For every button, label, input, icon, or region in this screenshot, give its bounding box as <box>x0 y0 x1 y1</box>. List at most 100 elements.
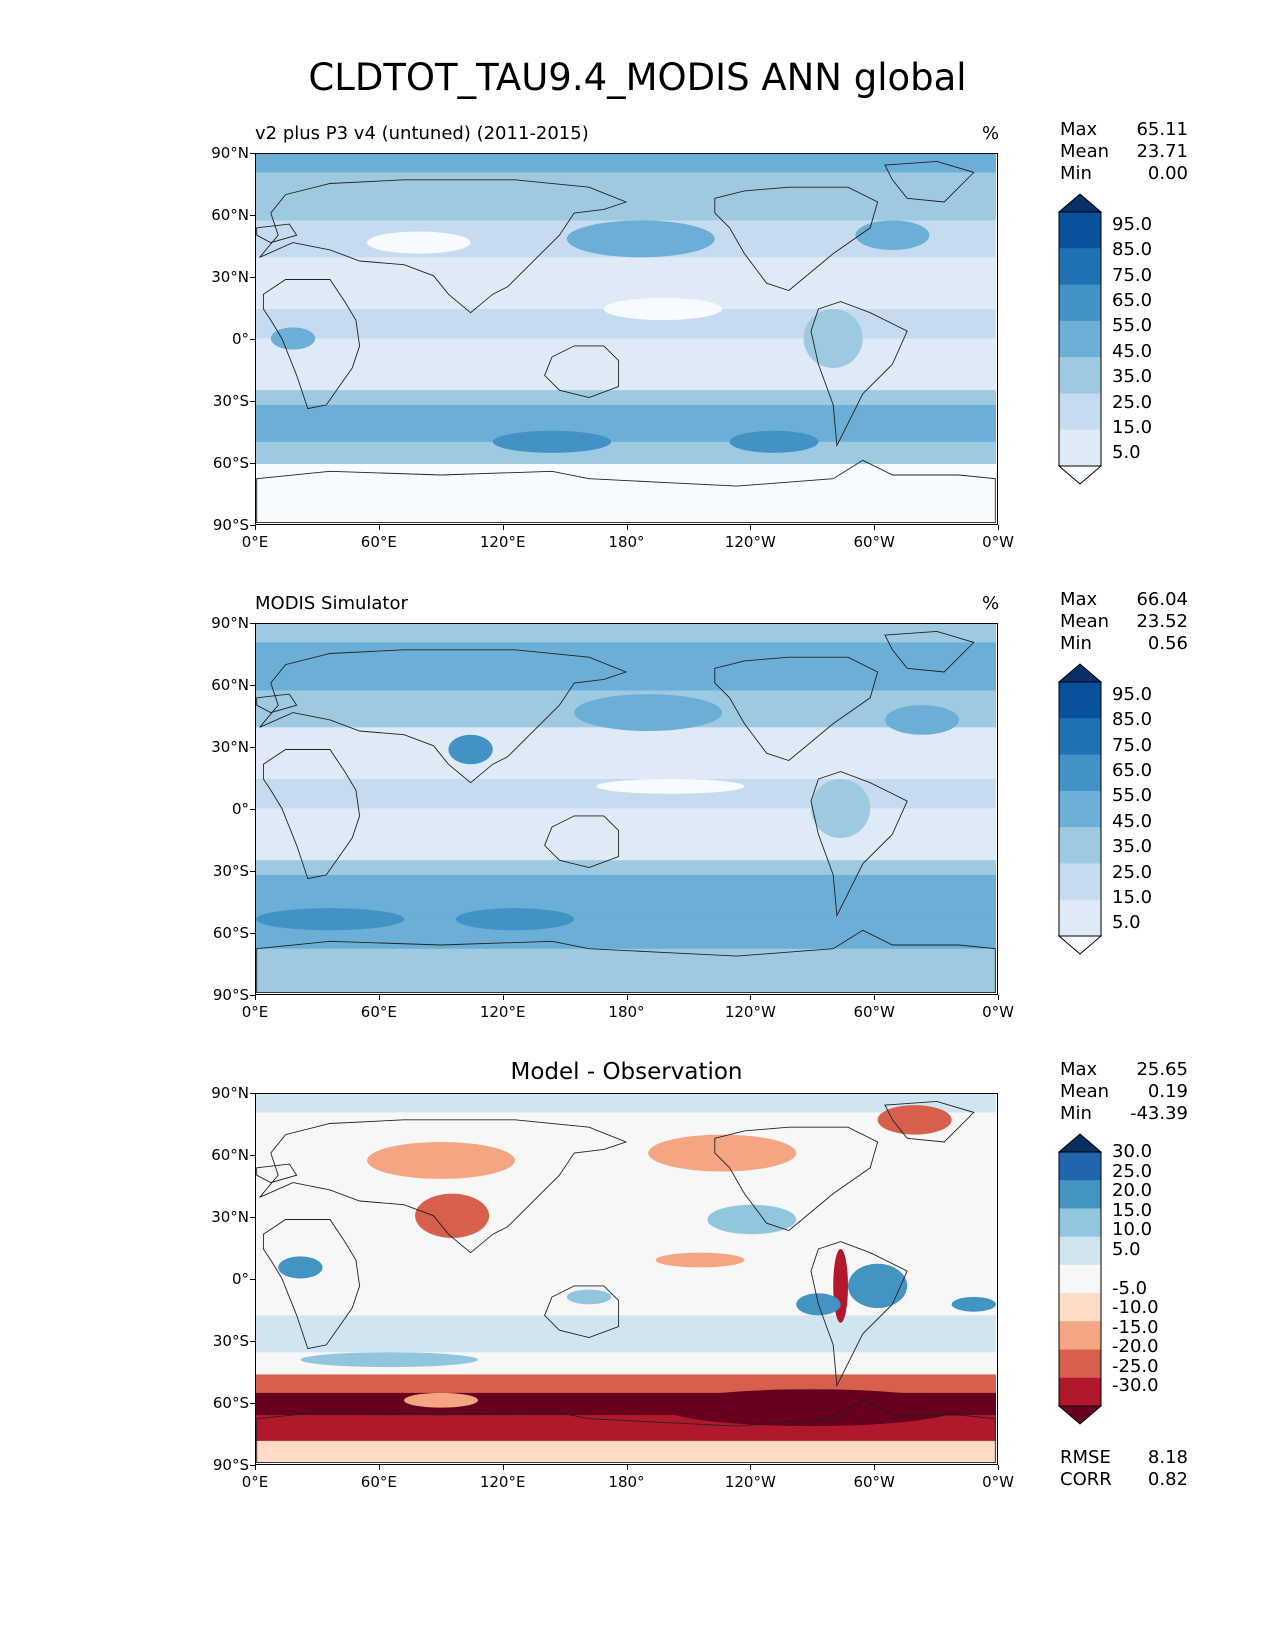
lon-tick-mark <box>378 525 380 530</box>
colorbar-extend-bottom <box>1058 935 1102 955</box>
field-blob <box>833 1248 848 1323</box>
field-band <box>256 1094 996 1114</box>
field-band <box>256 154 996 174</box>
lat-tick-label: 90°S <box>212 516 249 534</box>
map-field <box>256 154 996 523</box>
field-blob <box>877 1105 952 1135</box>
lon-tick-mark <box>255 525 256 530</box>
lat-tick-label: 90°S <box>212 986 249 1004</box>
colorbar-extend-bottom <box>1058 1405 1102 1425</box>
colorbar-label: 15.0 <box>1112 416 1153 438</box>
lat-tick-mark <box>250 1155 255 1156</box>
colorbar-label: 55.0 <box>1112 785 1153 807</box>
field-blob <box>404 1392 478 1408</box>
lat-tick-label: 0° <box>231 1270 249 1288</box>
coastline <box>259 649 628 784</box>
field-band <box>256 172 996 222</box>
colorbar-label: 35.0 <box>1112 836 1153 858</box>
coastline <box>810 1241 908 1388</box>
colorbar-segment <box>1059 357 1101 394</box>
lon-tick-label: 120°E <box>479 1473 526 1491</box>
lon-tick-mark <box>998 995 999 1000</box>
field-blob <box>596 778 745 794</box>
coastline <box>544 815 620 868</box>
lon-tick-mark <box>255 1465 256 1470</box>
lat-tick-mark <box>250 809 255 810</box>
lon-tick-mark <box>750 1465 752 1470</box>
stat-row: Max 25.65 <box>1060 1059 1188 1081</box>
lon-tick-label: 60°E <box>360 1473 397 1491</box>
field-blob <box>566 220 715 258</box>
field-band <box>256 624 996 644</box>
lat-tick-mark <box>250 1217 255 1218</box>
colorbar-segment <box>1059 790 1101 828</box>
lat-tick-mark <box>250 153 255 154</box>
lon-tick-label: 0°E <box>241 1473 269 1491</box>
colorbar-label: 75.0 <box>1112 264 1153 286</box>
coastline <box>714 656 879 762</box>
field-blob <box>574 694 723 732</box>
field-band <box>256 441 996 465</box>
stat-value: 25.65 <box>1136 1059 1188 1080</box>
field-band <box>256 1440 996 1463</box>
colorbar-segment <box>1059 284 1101 322</box>
lat-tick-label: 60°N <box>211 676 249 694</box>
field-blob <box>270 327 316 350</box>
lon-tick-label: 60°E <box>360 1003 397 1021</box>
lat-tick-mark <box>250 1341 255 1342</box>
field-blob <box>848 1263 908 1309</box>
coastline <box>256 223 298 244</box>
colorbar-segment <box>1059 754 1101 792</box>
colorbar-label: 85.0 <box>1112 709 1153 731</box>
lon-tick-mark <box>626 1465 628 1470</box>
lat-tick-mark <box>250 1403 255 1404</box>
coastline <box>544 1285 620 1338</box>
colorbar-label: -15.0 <box>1112 1316 1159 1338</box>
lat-tick-mark <box>250 215 255 216</box>
lat-tick-mark <box>250 685 255 686</box>
extra-stat-value: 0.82 <box>1147 1469 1188 1490</box>
coastline <box>810 771 908 918</box>
lon-tick-mark <box>750 995 752 1000</box>
coastline <box>256 929 996 993</box>
field-band <box>256 948 996 993</box>
field-blob <box>367 1141 515 1179</box>
coastline <box>884 630 975 673</box>
colorbar <box>1058 193 1102 485</box>
field-band <box>256 860 996 876</box>
map-field <box>256 624 996 993</box>
panel-3-map <box>255 1093 998 1465</box>
colorbar-label: -25.0 <box>1112 1355 1159 1377</box>
lon-tick-label: 180° <box>608 533 645 551</box>
colorbar-label: 25.0 <box>1112 391 1153 413</box>
panel-1-subtitle: v2 plus P3 v4 (untuned) (2011-2015) <box>255 123 589 144</box>
coastline <box>810 301 908 448</box>
field-blob <box>603 297 723 321</box>
field-blob <box>707 1204 797 1235</box>
stat-value: 23.52 <box>1136 611 1188 632</box>
stat-label: Min <box>1060 163 1092 184</box>
lon-tick-mark <box>998 1465 999 1470</box>
lon-tick-mark <box>626 995 628 1000</box>
lat-tick-label: 90°S <box>212 1456 249 1474</box>
colorbar-segment <box>1059 1293 1101 1322</box>
lon-tick-label: 120°E <box>479 533 526 551</box>
colorbar-label: 65.0 <box>1112 759 1153 781</box>
field-band <box>256 1212 996 1258</box>
stat-row: Max 66.04 <box>1060 589 1188 611</box>
field-blob <box>367 231 471 254</box>
stat-value: 23.71 <box>1136 141 1188 162</box>
lat-tick-label: 60°S <box>212 1394 249 1412</box>
lon-tick-label: 120°E <box>479 1003 526 1021</box>
lat-tick-mark <box>250 1093 255 1094</box>
figure-title: CLDTOT_TAU9.4_MODIS ANN global <box>308 56 967 99</box>
panel-3-title: Model - Observation <box>510 1059 743 1085</box>
lat-tick-label: 30°S <box>212 392 249 410</box>
lat-tick-mark <box>250 623 255 624</box>
field-blob <box>655 1252 745 1268</box>
lat-tick-label: 30°S <box>212 862 249 880</box>
lat-tick-label: 30°N <box>211 738 249 756</box>
lat-tick-mark <box>250 339 255 340</box>
colorbar-label: 45.0 <box>1112 340 1153 362</box>
lon-tick-mark <box>502 1465 504 1470</box>
